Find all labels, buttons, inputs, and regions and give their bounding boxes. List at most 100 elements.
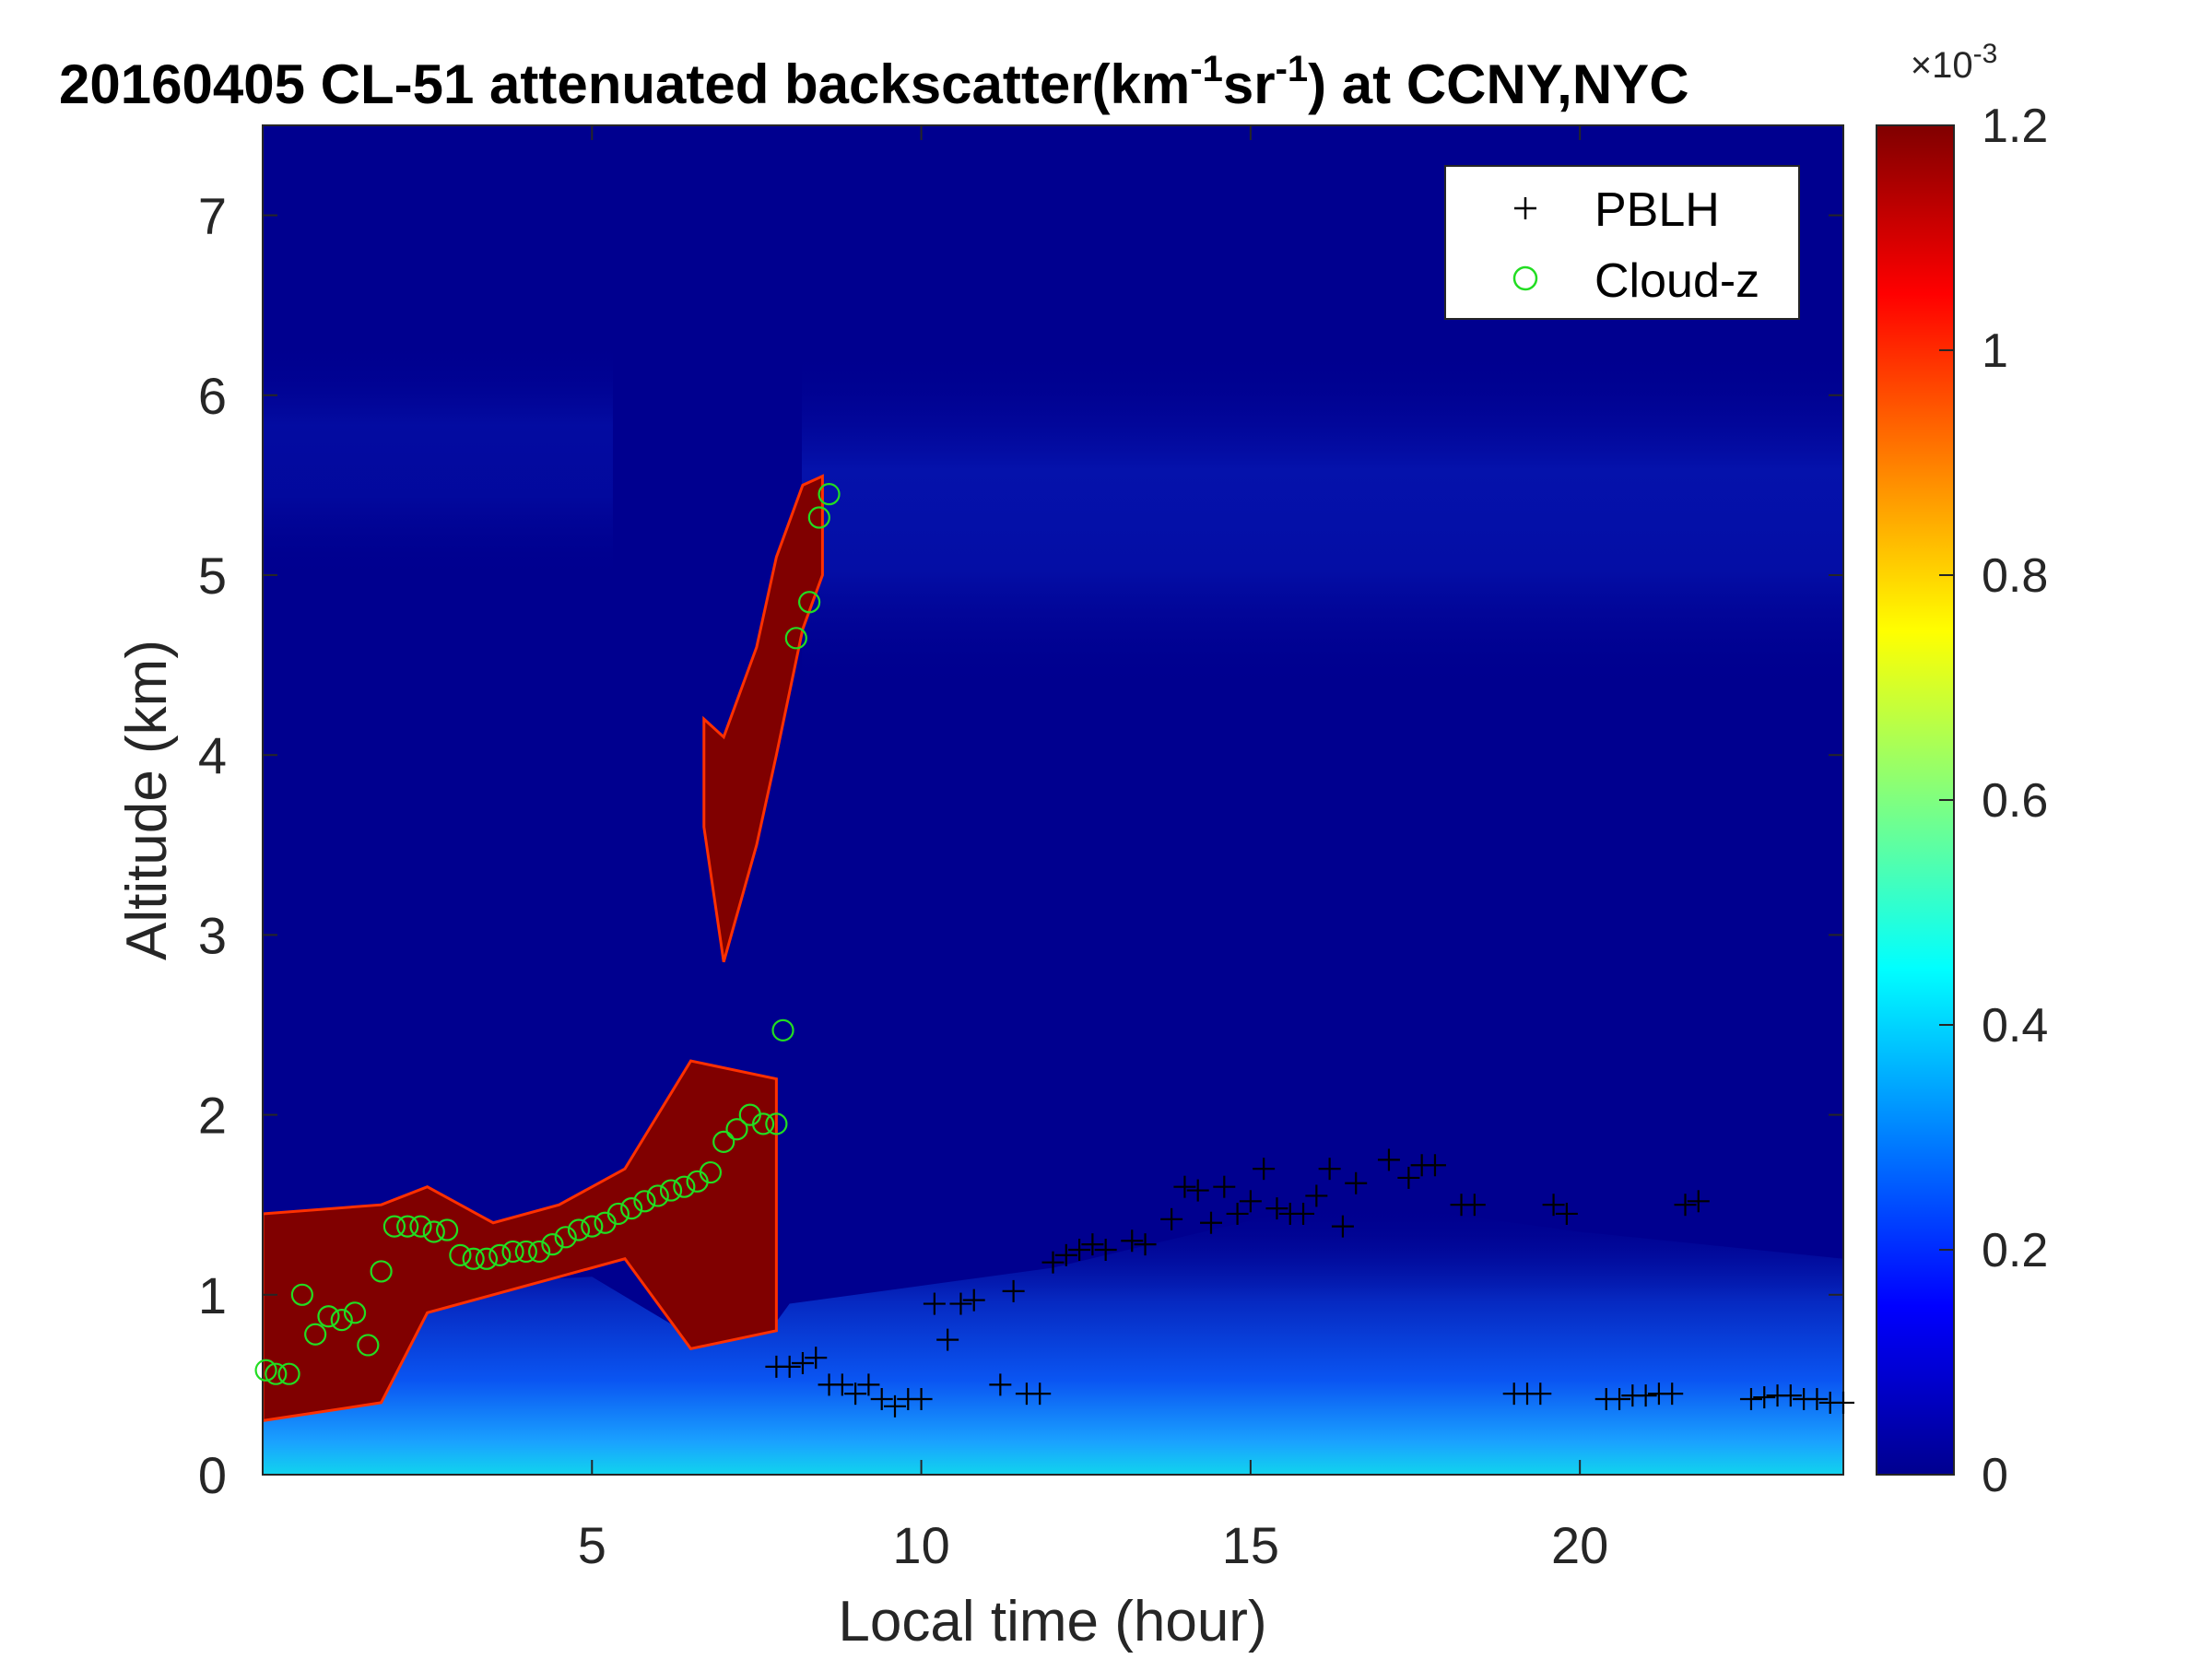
- pblh-point: [1397, 1166, 1420, 1189]
- cloud-z-point: [581, 1215, 604, 1238]
- cloud-z-point: [382, 1215, 406, 1238]
- cloud-z-point: [422, 1220, 445, 1243]
- pblh-point: [1213, 1175, 1236, 1198]
- cloud-layers: [263, 474, 824, 1422]
- cloud-z-point: [712, 1130, 735, 1153]
- pblh-point: [1806, 1388, 1829, 1411]
- y-tick-label: 5: [198, 547, 227, 605]
- backscatter-heatmap: [263, 125, 1843, 1475]
- colorbar-tick-label: 0.4: [1982, 999, 2048, 1053]
- pblh-point: [1081, 1233, 1104, 1256]
- pblh-point: [1068, 1239, 1091, 1261]
- cloud-z-point: [541, 1233, 564, 1256]
- pblh-point: [1331, 1215, 1354, 1238]
- pblh-point: [1186, 1179, 1209, 1202]
- colorbar-ticks: 0 0.2 0.4 0.6 0.8 1 1.2: [1939, 100, 2048, 1502]
- pblh-point: [830, 1373, 853, 1396]
- pblh-point: [1739, 1388, 1762, 1411]
- legend-box: [1444, 165, 1800, 320]
- pblh-point: [1687, 1190, 1710, 1213]
- pblh-point: [1121, 1230, 1144, 1253]
- cloud-z-point: [488, 1243, 512, 1266]
- cloud-z-point: [396, 1215, 419, 1238]
- cloud-z-point: [818, 483, 841, 506]
- y-tick-label: 1: [198, 1266, 227, 1324]
- pblh-point: [1173, 1175, 1196, 1198]
- pblh-point: [1029, 1382, 1052, 1406]
- cloud-z-point: [277, 1362, 300, 1385]
- pblh-point: [1239, 1190, 1262, 1213]
- x-axis-label: Local time (hour): [838, 1590, 1266, 1653]
- pblh-point: [1253, 1158, 1276, 1181]
- colorbar: 0 0.2 0.4 0.6 0.8 1 1.2 ×10-3: [1876, 39, 2048, 1502]
- legend-cloud-z-label: Cloud-z: [1594, 254, 1759, 308]
- cloud-z-point: [699, 1160, 723, 1184]
- cloud-z-point: [343, 1301, 367, 1324]
- pblh-point: [1423, 1154, 1446, 1177]
- cloud-z-point: [304, 1323, 327, 1346]
- cloud-z-point: [659, 1179, 683, 1202]
- cloud-z-point: [357, 1334, 380, 1357]
- y-tick-label: 6: [198, 367, 227, 425]
- pblh-point: [1318, 1158, 1341, 1181]
- cloud-z-point: [554, 1226, 577, 1249]
- cloud-z-point: [771, 1018, 794, 1041]
- colorbar-exponent: ×10-3: [1911, 39, 1998, 86]
- y-tick-label: 3: [198, 906, 227, 964]
- cloud-z-point: [330, 1309, 353, 1332]
- chart-title: 20160405 CL-51 attenuated backscatter(km…: [59, 49, 1689, 115]
- cloud-layer: [263, 1059, 778, 1422]
- x-tick-label: 10: [892, 1516, 949, 1574]
- pblh-point: [1542, 1194, 1565, 1217]
- cloud-z-point: [798, 591, 821, 614]
- cloud-z-point: [751, 1112, 775, 1135]
- pblh-point: [1292, 1202, 1315, 1225]
- cloud-z-point: [620, 1197, 643, 1220]
- plot-frame: [262, 124, 1844, 1476]
- y-axis-ticks: 0 1 2 3 4 5 6 7: [198, 187, 1843, 1504]
- legend-cloud-z-marker: [1512, 265, 1538, 291]
- cloud-z-point: [807, 506, 830, 529]
- pblh-point: [1661, 1382, 1684, 1406]
- pblh-point: [1529, 1382, 1552, 1406]
- pblh-point: [936, 1328, 959, 1351]
- pblh-point: [1200, 1211, 1222, 1234]
- pblh-point: [1345, 1171, 1368, 1194]
- pblh-point: [1305, 1184, 1328, 1207]
- pblh-point: [857, 1373, 880, 1396]
- colorbar-tick-label: 0.6: [1982, 774, 2048, 828]
- cloud-z-point: [673, 1175, 696, 1198]
- cloud-z-point: [725, 1118, 748, 1141]
- pblh-point: [791, 1351, 814, 1374]
- pblh-point: [1054, 1243, 1077, 1266]
- pblh-point: [805, 1347, 828, 1370]
- pblh-point: [989, 1373, 1012, 1396]
- pblh-point: [962, 1288, 985, 1312]
- cloud-z-point: [528, 1240, 551, 1264]
- colorbar-tick-label: 1.2: [1982, 100, 2048, 153]
- pblh-point: [1779, 1384, 1802, 1407]
- y-tick-label: 7: [198, 187, 227, 245]
- upper-haze-band-early: [263, 341, 613, 581]
- legend: PBLH Cloud-z: [1444, 165, 1800, 320]
- pblh-point: [1674, 1194, 1697, 1217]
- cloud-z-point: [462, 1247, 485, 1270]
- cloud-z-point: [317, 1305, 340, 1328]
- y-tick-label: 0: [198, 1446, 227, 1504]
- x-tick-label: 20: [1551, 1516, 1608, 1574]
- pblh-series: [765, 1148, 1854, 1418]
- cloud-z-point: [514, 1240, 537, 1264]
- cloud-z-point: [265, 1362, 288, 1385]
- y-axis-label: Altitude (km): [115, 640, 179, 960]
- pblh-point: [1753, 1386, 1776, 1409]
- pblh-point: [1002, 1279, 1025, 1302]
- pblh-point: [1134, 1233, 1157, 1256]
- legend-pblh-label: PBLH: [1594, 183, 1720, 237]
- cloud-z-point: [449, 1243, 472, 1266]
- pblh-point: [884, 1394, 906, 1418]
- cloud-z-point: [409, 1215, 432, 1238]
- pblh-point: [1160, 1207, 1183, 1230]
- cloud-z-point: [606, 1202, 629, 1226]
- y-tick-label: 2: [198, 1087, 227, 1145]
- pblh-point: [778, 1355, 801, 1378]
